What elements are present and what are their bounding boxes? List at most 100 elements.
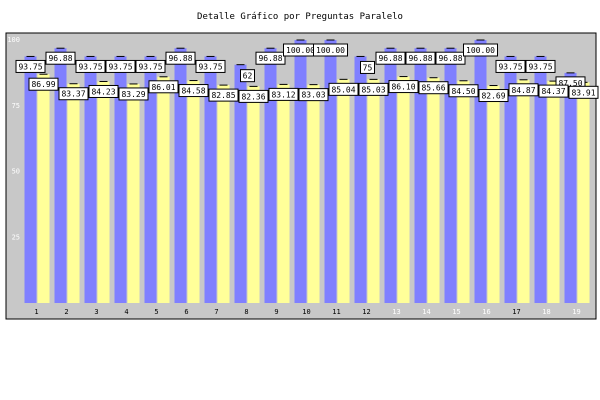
data-label-s2-box [238,89,269,103]
data-label-s2-box [478,89,509,103]
bar-s1-19 [564,72,577,303]
data-label-s1-box [525,59,556,73]
data-label-s2-box [58,87,89,101]
data-label-s2-text: 82.85 [211,91,235,100]
x-tick-label: 2 [64,308,68,316]
data-label-s1-text: 96.88 [258,54,282,63]
bar-s2-19 [577,82,590,303]
data-label-s2-box [88,84,119,98]
y-tick-label: 75 [12,102,20,110]
data-label-s1: 93.75 [525,59,556,73]
data-label-s2: 83.91 [568,85,599,99]
x-tick-label: 4 [124,308,128,316]
data-label-s1-box [405,51,436,65]
bar-s1-16 [474,40,487,303]
x-tick-label: 17 [512,308,520,316]
data-label-s1-box [135,59,166,73]
data-label-s2: 86.99 [28,77,59,91]
y-tick-label: 25 [12,233,20,241]
bar-series [24,39,590,304]
data-label-s1-box [495,59,526,73]
bar-s2-2 [67,83,80,303]
x-axis-labels: 1 2 3 4 5 6 7 8 9 10 11 12 13 14 15 16 17 18 19 [34,308,580,316]
bar-s2-14 [427,77,440,303]
data-label-s1-text: 87.50 [558,79,582,88]
data-label-s1: 93.75 [135,59,166,73]
data-label-s2-box [178,84,209,98]
data-label-s1-text: 93.75 [138,62,162,71]
data-label-s2: 84.23 [88,84,119,98]
data-label-s2: 84.37 [538,84,569,98]
data-label-s2: 82.36 [238,89,269,103]
data-label-s1-text: 93.75 [198,62,222,71]
data-label-s1: 93.75 [75,59,106,73]
data-label-s2-text: 83.91 [571,88,595,97]
data-label-s2: 84.58 [178,84,209,98]
data-label-s2: 84.87 [508,83,539,97]
data-label-s2: 85.04 [328,82,359,96]
data-label-s1: 93.75 [495,59,526,73]
data-label-s1-box [105,59,136,73]
data-label-s2-text: 83.37 [61,90,85,99]
data-label-s1-text: 96.88 [168,54,192,63]
data-label-s2: 86.10 [388,80,419,94]
data-label-s2-box [118,87,149,101]
data-label-partial-box [360,60,375,74]
data-label-s2-box [418,81,449,95]
data-label-s1-text: 96.88 [378,54,402,63]
data-label-partial-text: 75 [363,63,373,72]
data-label-s2-box [328,82,359,96]
data-label-s1-box [463,43,498,57]
data-label-s1-text: 96.88 [408,54,432,63]
bar-s2-13 [397,76,410,303]
bar-s1-17 [504,56,517,303]
bar-s1-12 [354,56,367,303]
data-label-s2-text: 84.50 [451,87,475,96]
data-label-s1-text: 100.00 [286,46,315,55]
data-label-s1-text: 100.00 [466,46,495,55]
data-label-s2-text: 83.12 [271,90,295,99]
data-label-s2-box [538,84,569,98]
x-tick-label: 10 [302,308,310,316]
x-tick-label: 12 [362,308,370,316]
bar-s1-6 [174,48,187,304]
bar-s1-2 [54,48,67,304]
data-label-s1: 93.75 [15,59,46,73]
data-label-s1: 93.75 [105,59,136,73]
x-tick-label: 15 [452,308,460,316]
data-label-s2: 86.01 [148,80,179,94]
data-label-s2: 85.66 [418,81,449,95]
data-label-s1: 96.88 [435,51,466,65]
data-label-s2-text: 84.87 [511,86,535,95]
data-label-s1-text: 93.75 [528,62,552,71]
data-label-s2-text: 86.01 [151,83,175,92]
bar-s2-12 [367,79,380,304]
data-label-s2: 85.03 [358,82,389,96]
y-axis-ticks: 25 50 75 100 [7,36,20,241]
data-label-s2-box [448,84,479,98]
data-label-s1-box [45,51,76,65]
data-label-s1-box [255,51,286,65]
data-label-s2-text: 86.99 [31,80,55,89]
x-tick-label: 19 [572,308,580,316]
bar-s2-4 [127,83,140,303]
bar-s2-6 [187,80,200,304]
data-label-s2-text: 84.23 [91,87,115,96]
bar-s2-1 [37,74,50,303]
data-label-s1-box [435,51,466,65]
bar-s1-7 [204,56,217,303]
bar-s2-9 [277,84,290,303]
data-label-s2-text: 82.36 [241,92,265,101]
x-tick-label: 14 [422,308,430,316]
bar-s1-14 [414,48,427,304]
data-label-s2-box [388,80,419,94]
bar-s2-11 [337,79,350,303]
data-label-partial: 75 [360,60,375,74]
data-label-s2: 83.03 [298,88,329,102]
data-label-s1: 96.88 [165,51,196,65]
data-label-s1-box [75,59,106,73]
data-label-s1: 100.00 [313,43,348,57]
data-label-s2-text: 84.37 [541,87,565,96]
bar-s2-8 [247,86,260,303]
data-label-s2-box [268,87,299,101]
